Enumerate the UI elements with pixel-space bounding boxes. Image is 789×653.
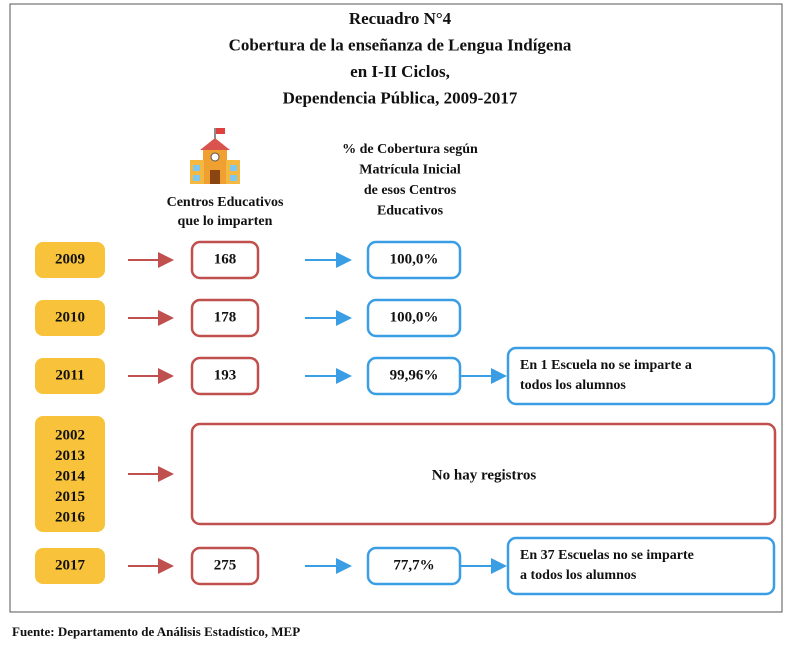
centers-value: 193: [214, 367, 237, 383]
year: 2017: [55, 557, 86, 573]
year: 2011: [55, 367, 84, 383]
year-box: [35, 548, 105, 584]
coverage-header: Educativos: [377, 204, 444, 219]
message-box: [190, 422, 777, 526]
centers-box: [190, 298, 260, 338]
centers-value: 168: [214, 251, 237, 267]
coverage-value: 100,0%: [390, 309, 439, 325]
school-icon: [190, 128, 240, 184]
note-line: En 37 Escuelas no se imparte: [520, 548, 694, 563]
year-box: [35, 358, 105, 394]
year: 2015: [55, 489, 85, 505]
centers-value: 178: [214, 309, 237, 325]
centers-box: [190, 546, 260, 586]
centers-header: que lo imparten: [178, 214, 273, 229]
coverage-box: [366, 240, 462, 280]
title-line: Cobertura de la enseñanza de Lengua Indí…: [229, 35, 572, 54]
note-line: a todos los alumnos: [520, 568, 637, 583]
note-box: [506, 346, 776, 406]
note-line: todos los alumnos: [520, 378, 626, 393]
source: Fuente: Departamento de Análisis Estadís…: [12, 624, 300, 639]
note-box: [506, 536, 776, 596]
centers-box: [190, 356, 260, 396]
note-line: En 1 Escuela no se imparte a: [520, 358, 692, 373]
centers-header: Centros Educativos: [167, 195, 284, 210]
message: No hay registros: [432, 467, 537, 483]
title-line: en I-II Ciclos,: [350, 62, 450, 81]
coverage-value: 100,0%: [390, 251, 439, 267]
year: 2016: [55, 509, 86, 525]
coverage-box: [366, 298, 462, 338]
coverage-value: 99,96%: [390, 367, 439, 383]
year: 2009: [55, 251, 85, 267]
year-box: [35, 300, 105, 336]
coverage-header: % de Cobertura según: [342, 142, 478, 157]
year: 2014: [55, 468, 86, 484]
year: 2010: [55, 309, 85, 325]
coverage-value: 77,7%: [393, 557, 434, 573]
year: 2002: [55, 427, 85, 443]
title-line: Recuadro N°4: [349, 9, 452, 28]
frame: [9, 3, 783, 613]
year-box: [35, 416, 105, 532]
coverage-header: Matrícula Inicial: [359, 163, 461, 178]
coverage-header: de esos Centros: [364, 183, 457, 198]
centers-value: 275: [214, 557, 237, 573]
centers-box: [190, 240, 260, 280]
year: 2013: [55, 448, 85, 464]
year-box: [35, 242, 105, 278]
title-line: Dependencia Pública, 2009-2017: [283, 88, 518, 107]
